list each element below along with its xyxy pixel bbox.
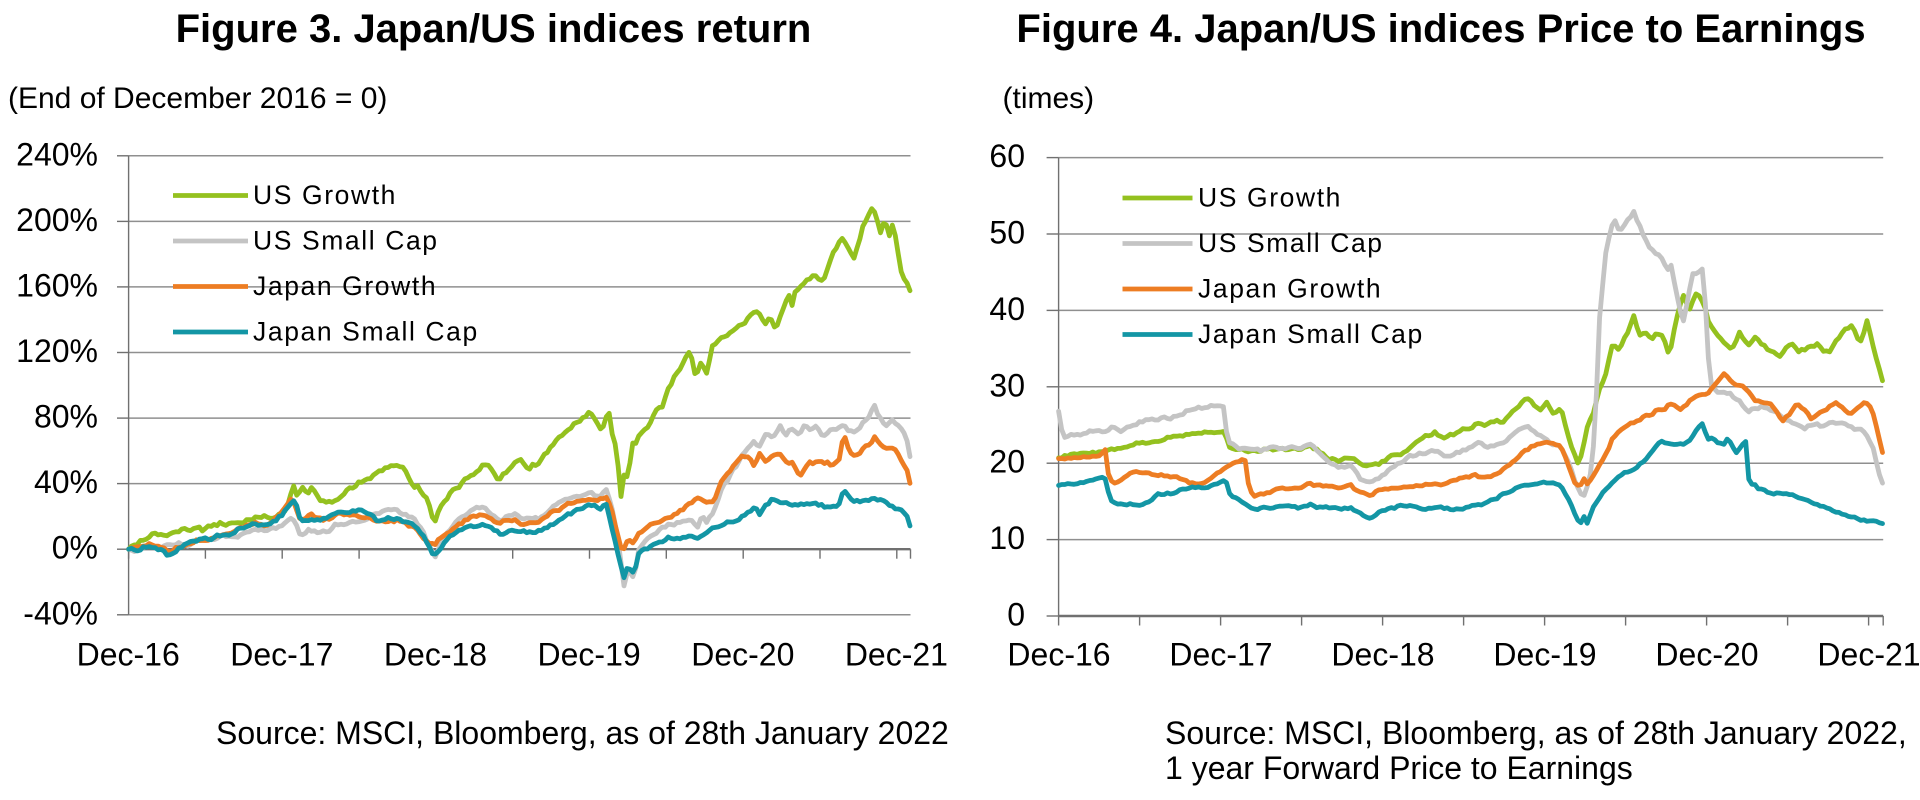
svg-text:Dec-16: Dec-16	[1007, 637, 1110, 673]
svg-text:Dec-21: Dec-21	[845, 637, 948, 673]
svg-text:Dec-18: Dec-18	[384, 637, 487, 673]
svg-text:80%: 80%	[34, 399, 98, 435]
svg-text:US Small Cap: US Small Cap	[253, 225, 439, 255]
svg-text:20: 20	[989, 444, 1025, 480]
svg-text:Japan Growth: Japan Growth	[1198, 273, 1382, 303]
svg-text:40: 40	[989, 291, 1025, 327]
svg-text:Dec-21: Dec-21	[1817, 637, 1920, 673]
svg-text:Dec-19: Dec-19	[538, 637, 641, 673]
svg-text:160%: 160%	[16, 267, 98, 303]
svg-text:0: 0	[1007, 597, 1025, 633]
svg-text:1 year Forward Price to Earnin: 1 year Forward Price to Earnings	[1165, 750, 1633, 786]
svg-text:Dec-20: Dec-20	[691, 637, 794, 673]
svg-text:US Growth: US Growth	[253, 180, 397, 210]
svg-text:Source: MSCI, Bloomberg, as of: Source: MSCI, Bloomberg, as of 28th Janu…	[216, 715, 949, 751]
svg-text:Japan Small Cap: Japan Small Cap	[253, 316, 479, 346]
svg-text:Dec-16: Dec-16	[77, 637, 180, 673]
svg-text:Dec-18: Dec-18	[1331, 637, 1434, 673]
svg-text:240%: 240%	[16, 136, 98, 172]
svg-text:30: 30	[989, 367, 1025, 403]
svg-text:US Small Cap: US Small Cap	[1198, 228, 1384, 258]
svg-text:Dec-17: Dec-17	[1169, 637, 1272, 673]
svg-text:120%: 120%	[16, 333, 98, 369]
svg-text:Source: MSCI, Bloomberg, as of: Source: MSCI, Bloomberg, as of 28th Janu…	[1165, 715, 1907, 751]
svg-text:200%: 200%	[16, 202, 98, 238]
svg-text:-40%: -40%	[23, 595, 98, 631]
svg-text:Japan Small Cap: Japan Small Cap	[1198, 319, 1424, 349]
svg-text:10: 10	[989, 520, 1025, 556]
svg-text:Dec-20: Dec-20	[1655, 637, 1758, 673]
svg-text:0%: 0%	[52, 530, 98, 566]
svg-text:Figure 4. Japan/US indices Pri: Figure 4. Japan/US indices Price to Earn…	[1016, 7, 1865, 51]
svg-text:40%: 40%	[34, 464, 98, 500]
svg-text:Japan Growth: Japan Growth	[253, 271, 437, 301]
svg-text:Dec-19: Dec-19	[1493, 637, 1596, 673]
svg-text:(times): (times)	[1003, 82, 1095, 115]
svg-text:Dec-17: Dec-17	[230, 637, 333, 673]
svg-text:Figure 3. Japan/US indices ret: Figure 3. Japan/US indices return	[176, 7, 812, 51]
svg-text:60: 60	[989, 138, 1025, 174]
svg-text:50: 50	[989, 215, 1025, 251]
svg-text:(End of December 2016 = 0): (End of December 2016 = 0)	[8, 82, 387, 115]
svg-text:US Growth: US Growth	[1198, 182, 1342, 212]
